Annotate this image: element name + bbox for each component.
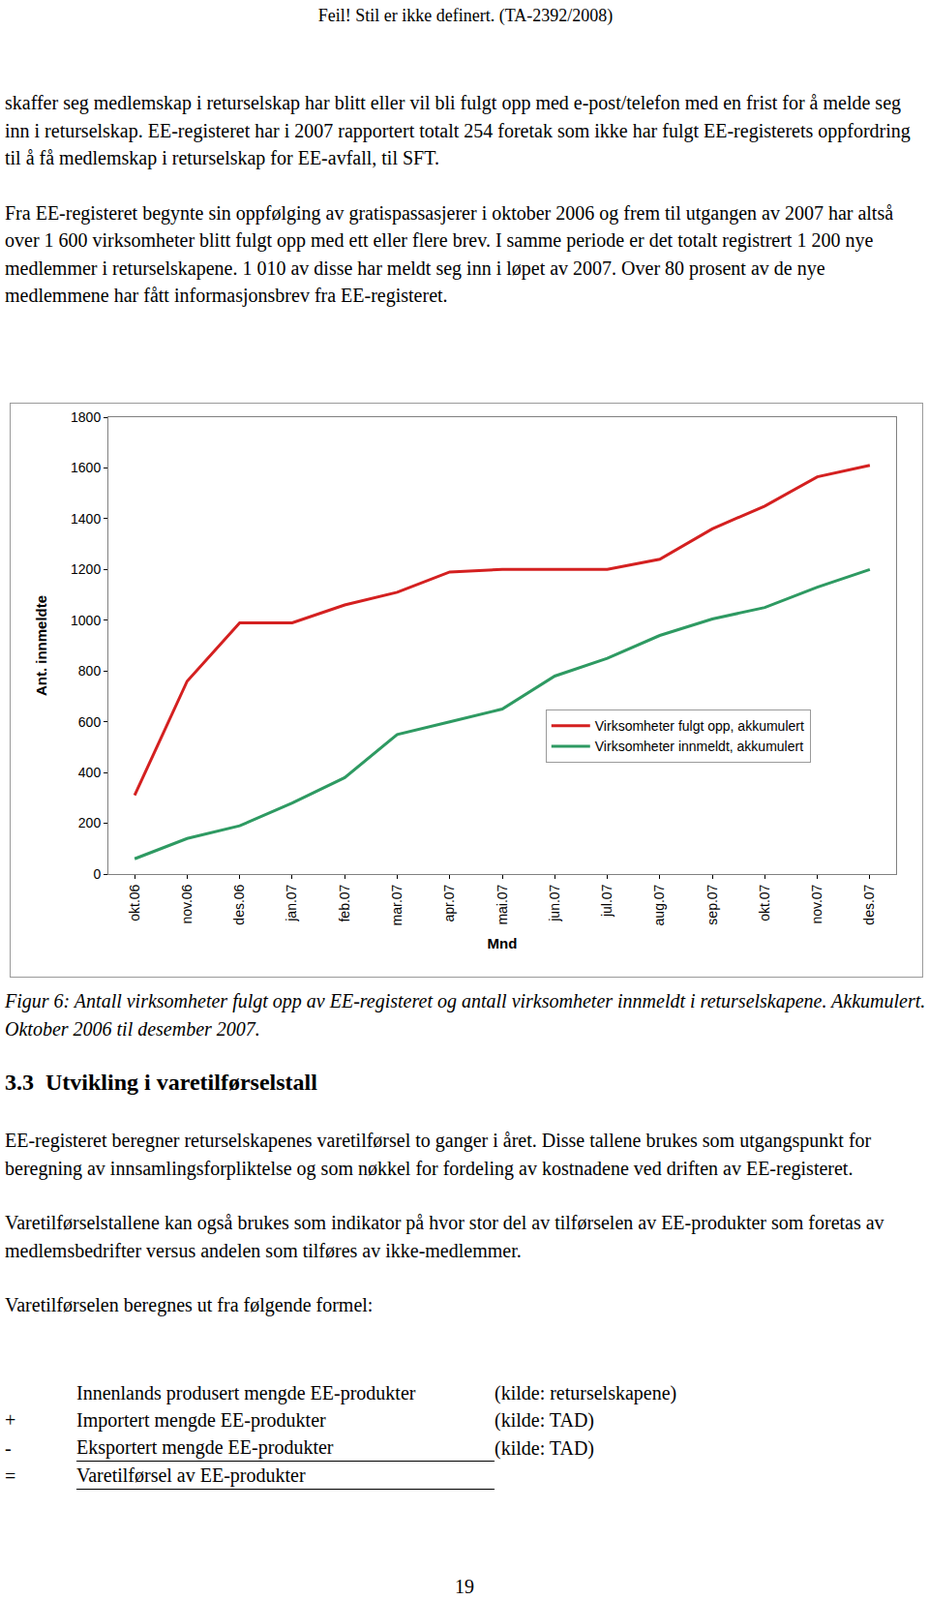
html-text:Varetilførsel av EE-produkter: Varetilførsel av EE-produkter (76, 1464, 306, 1486)
html-text:EE-registeret beregner returse: EE-registeret beregner returselskapenes … (4, 1129, 872, 1179)
html-text:3.3: 3.3 (4, 1069, 34, 1095)
svg-text:okt.06: okt.06 (126, 883, 143, 921)
html-text:19: 19 (454, 1575, 475, 1597)
svg-text:mai.07: mai.07 (494, 883, 510, 925)
svg-text:600: 600 (78, 714, 102, 730)
svg-text:1600: 1600 (70, 459, 101, 476)
svg-text:apr.07: apr.07 (441, 883, 457, 922)
svg-text:jan.07: jan.07 (283, 883, 300, 922)
svg-text:mar.07: mar.07 (389, 883, 405, 926)
svg-text:Virksomheter fulgt opp, akkumu: Virksomheter fulgt opp, akkumulert (595, 718, 805, 734)
svg-text:jun.07: jun.07 (546, 883, 563, 922)
html-text:Utvikling i varetilførselstall: Utvikling i varetilførselstall (45, 1069, 318, 1095)
svg-text:okt.07: okt.07 (756, 883, 773, 921)
svg-text:nov.07: nov.07 (809, 883, 825, 924)
html-text:Feil! Stil er ikke definert. (: Feil! Stil er ikke definert. (TA-2392/20… (318, 5, 613, 26)
svg-text:Virksomheter innmeldt, akkumul: Virksomheter innmeldt, akkumulert (595, 738, 804, 754)
svg-text:Mnd: Mnd (487, 934, 518, 952)
html-text:Varetilførselstallene kan også: Varetilførselstallene kan også brukes so… (4, 1211, 885, 1261)
html-text:(kilde: TAD): (kilde: TAD) (494, 1408, 595, 1431)
html-text:Importert mengde EE-produkter: Importert mengde EE-produkter (76, 1408, 326, 1431)
svg-text:1200: 1200 (70, 561, 101, 577)
svg-text:jul.07: jul.07 (599, 883, 615, 918)
svg-text:400: 400 (78, 764, 102, 780)
svg-text:1800: 1800 (70, 409, 101, 425)
svg-text:1400: 1400 (70, 510, 101, 527)
html-text:(kilde: TAD): (kilde: TAD) (494, 1436, 595, 1458)
svg-text:aug.07: aug.07 (651, 883, 667, 926)
svg-text:0: 0 (92, 866, 101, 882)
html-text:Figur 6: Antall virksomheter f: Figur 6: Antall virksomheter fulgt opp a… (4, 989, 926, 1039)
svg-text:des.06: des.06 (231, 883, 247, 925)
html-text:Fra EE-registeret begynte sin: Fra EE-registeret begynte sin oppfølging… (4, 201, 894, 306)
html-text:Innenlands produsert mengde EE: Innenlands produsert mengde EE-produkter (76, 1381, 416, 1404)
svg-text:1000: 1000 (70, 612, 101, 629)
svg-text:Ant. innmeldte: Ant. innmeldte (32, 595, 50, 696)
svg-text:800: 800 (78, 662, 102, 679)
svg-text:nov.06: nov.06 (179, 883, 195, 924)
html-text:(kilde: returselskapene): (kilde: returselskapene) (494, 1381, 677, 1404)
svg-text:sep.07: sep.07 (704, 883, 720, 925)
html-text:skaffer seg medlemskap i retur: skaffer seg medlemskap i returselskap ha… (4, 91, 911, 169)
svg-text:feb.07: feb.07 (336, 883, 353, 922)
html-text:Varetilførselen beregnes ut fr: Varetilførselen beregnes ut fra følgende… (4, 1293, 373, 1316)
html-text:Eksportert mengde EE-produkter: Eksportert mengde EE-produkter (76, 1436, 334, 1458)
svg-text:200: 200 (78, 814, 102, 831)
svg-text:des.07: des.07 (861, 883, 877, 925)
